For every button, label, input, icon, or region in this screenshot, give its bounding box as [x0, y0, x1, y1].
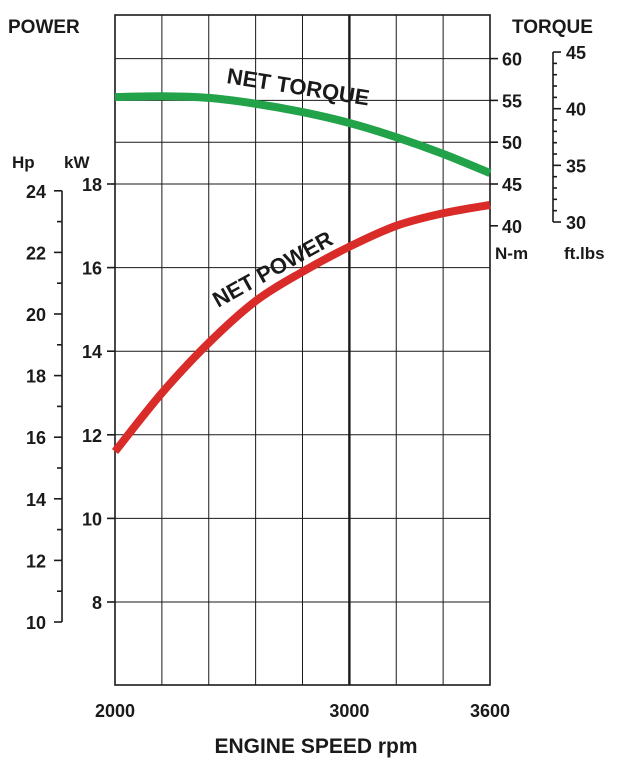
kw-tick-label: 14: [82, 342, 102, 362]
series-line-net-torque: [114, 92, 492, 177]
ftlbs-tick-label: 45: [566, 43, 586, 63]
kw-tick-label: 16: [82, 259, 102, 279]
kw-tick-label: 10: [82, 509, 102, 529]
x-axis: 2000 3000 3600: [95, 701, 510, 721]
hp-tick-label: 22: [26, 243, 46, 263]
nm-tick-label: 55: [502, 91, 522, 111]
hp-tick-label: 10: [26, 613, 46, 633]
kw-unit-label: kW: [64, 153, 90, 172]
hp-tick-label: 24: [26, 182, 46, 202]
series-layer: [111, 92, 492, 455]
hp-unit-label: Hp: [12, 153, 35, 172]
ftlbs-axis: 30 35 40 45: [552, 43, 586, 233]
series-line-net-power: [111, 200, 491, 455]
ftlbs-tick-label: 40: [566, 100, 586, 120]
nm-tick-label: 45: [502, 175, 522, 195]
hp-tick-label: 20: [26, 305, 46, 325]
nm-tick-label: 40: [502, 217, 522, 237]
hp-tick-label: 18: [26, 367, 46, 387]
nm-tick-label: 50: [502, 133, 522, 153]
kw-tick-label: 18: [82, 175, 102, 195]
x-tick-label: 3600: [470, 701, 510, 721]
hp-tick-label: 16: [26, 428, 46, 448]
hp-tick-label: 14: [26, 490, 46, 510]
series-label-net-power: NET POWER: [208, 226, 337, 313]
plot-frame: [114, 14, 491, 686]
kw-tick-label: 12: [82, 426, 102, 446]
left-axis-title: POWER: [8, 17, 80, 38]
hp-tick-label: 12: [26, 551, 46, 571]
right-axis-title: TORQUE: [512, 17, 593, 38]
ftlbs-tick-label: 35: [566, 156, 586, 176]
hp-axis: 10 12 14 16 18 20 22 24: [26, 182, 63, 633]
x-tick-label: 2000: [95, 701, 135, 721]
x-axis-title: ENGINE SPEED rpm: [214, 735, 417, 758]
ftlbs-tick-label: 30: [566, 213, 586, 233]
ftlbs-unit-label: ft.lbs: [564, 244, 605, 263]
kw-tick-label: 8: [92, 593, 102, 613]
nm-axis: 40 45 50 55 60: [490, 50, 522, 237]
nm-unit-label: N-m: [495, 244, 528, 263]
x-tick-label: 3000: [329, 701, 369, 721]
nm-tick-label: 60: [502, 50, 522, 70]
kw-axis: 8 10 12 14 16 18: [82, 175, 115, 613]
